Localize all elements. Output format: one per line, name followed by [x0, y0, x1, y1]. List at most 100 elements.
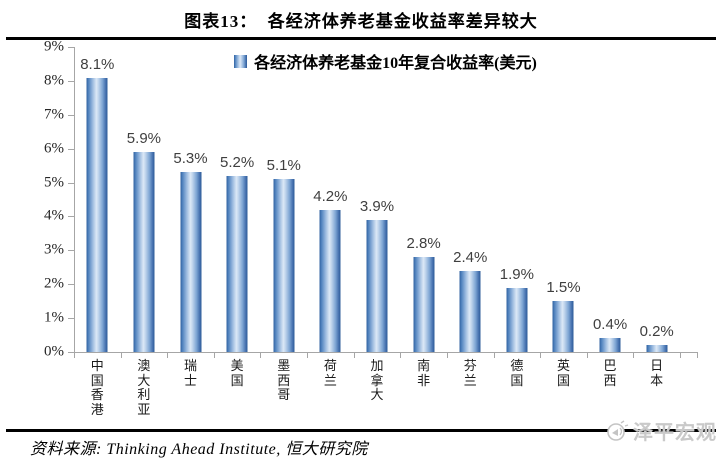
top-divider-line	[6, 37, 716, 40]
bar-slot: 5.9%	[121, 47, 168, 352]
x-axis-label-char: 兰	[463, 372, 477, 388]
x-axis-tick	[353, 353, 355, 358]
x-axis-label-char: 港	[90, 401, 104, 417]
x-axis-label-char: 大	[370, 387, 384, 403]
x-axis-tick	[167, 353, 169, 358]
legend-marker-icon	[234, 54, 248, 68]
x-axis-label-char: 西	[277, 372, 291, 388]
x-axis-label-char: 巴	[603, 358, 617, 373]
y-axis-tick-label: 4%	[44, 207, 64, 224]
bar-value-label: 1.9%	[499, 265, 534, 283]
bar-value-label: 0.4%	[592, 316, 628, 334]
y-axis-tick-label: 2%	[44, 275, 64, 292]
x-axis-label-char: 本	[650, 372, 664, 388]
bar-slot: 0.4%	[587, 47, 634, 352]
x-axis-tick	[307, 353, 309, 358]
bar-slot: 5.2%	[214, 47, 261, 352]
x-axis-label-char: 亚	[137, 401, 151, 417]
x-axis-label-char: 拿	[370, 372, 384, 388]
bar-value-label: 1.5%	[546, 279, 581, 297]
bar-value-label: 3.9%	[359, 197, 395, 215]
x-axis-tick	[540, 353, 542, 358]
bar-value-label: 8.1%	[80, 55, 115, 73]
x-axis-label-char: 国	[230, 372, 244, 388]
x-axis-tick	[260, 353, 262, 358]
bottom-divider-line	[6, 429, 716, 432]
watermark-label: 泽平宏观	[633, 422, 717, 444]
bar-series: 8.1% 5.9% 5.3% 5.2% 5.1% 4.2% 3.9% 2.8% 2.4% 1.9%…	[74, 47, 680, 352]
x-axis-label: 日本	[650, 358, 664, 388]
source-note: 资料来源: Thinking Ahead Institute, 恒大研究院	[30, 441, 368, 458]
bar-slot: 1.9%	[494, 47, 541, 352]
bar-value-label: 5.1%	[266, 157, 301, 175]
bar-slot: 3.9%	[354, 47, 401, 352]
x-axis-label-char: 美	[230, 358, 244, 373]
bar-slot: 2.4%	[447, 47, 494, 352]
x-axis-label: 英国	[556, 358, 570, 388]
bar-slot: 1.5%	[540, 47, 587, 352]
bar	[506, 287, 528, 352]
x-axis-tick	[633, 353, 635, 358]
bar-value-label: 4.2%	[313, 187, 348, 205]
x-axis-tick	[446, 353, 448, 358]
plot-area	[74, 47, 698, 353]
x-axis-tick	[74, 353, 75, 358]
bar-value-label: 5.3%	[173, 150, 208, 168]
bar-value-label: 0.2%	[639, 323, 674, 341]
bar-slot: 8.1%	[74, 47, 121, 352]
y-axis-tick-label: 0%	[44, 343, 64, 360]
y-axis-tick-label: 3%	[44, 241, 64, 258]
x-axis-label-char: 利	[137, 387, 151, 403]
y-axis-tick-label: 5%	[44, 174, 64, 191]
bar	[413, 257, 435, 352]
x-axis-label-char: 芬	[463, 358, 477, 373]
y-axis-tick-label: 7%	[44, 106, 64, 123]
x-axis-label-char: 荷	[323, 358, 337, 373]
x-axis-label-char: 哥	[277, 387, 291, 403]
y-axis-tick	[68, 114, 74, 116]
bar	[180, 172, 202, 352]
x-axis-label-char: 香	[90, 387, 104, 403]
y-axis-tick	[68, 47, 74, 48]
x-axis-label-char: 德	[510, 358, 524, 373]
bar-value-label: 5.9%	[126, 130, 162, 148]
y-axis-tick	[68, 318, 74, 320]
bar	[319, 209, 341, 352]
y-axis-tick	[68, 80, 74, 82]
x-axis-label: 墨西哥	[277, 358, 291, 403]
bar	[552, 301, 574, 352]
x-axis-tick	[400, 353, 402, 358]
x-axis-tick	[586, 353, 588, 358]
legend-label: 各经济体养老基金10年复合收益率(美元)	[254, 55, 537, 72]
bar-slot: 4.2%	[307, 47, 354, 352]
x-axis-label: 荷兰	[323, 358, 337, 388]
bar	[86, 77, 108, 352]
bar-slot: 0.2%	[633, 47, 680, 352]
x-axis-label-char: 英	[556, 358, 570, 373]
x-axis-label-char: 日	[650, 358, 664, 373]
x-axis-label-char: 加	[370, 358, 384, 373]
x-axis-label: 巴西	[603, 358, 617, 388]
x-axis-label: 瑞士	[184, 358, 198, 388]
bar	[133, 152, 155, 352]
x-axis-label: 澳大利亚	[137, 358, 151, 417]
x-axis-label-char: 大	[137, 372, 151, 388]
bar-value-label: 2.4%	[453, 248, 488, 266]
x-axis-label-char: 瑞	[184, 358, 198, 373]
x-axis-label-char: 国	[90, 372, 104, 388]
y-axis-tick	[68, 284, 74, 286]
x-axis-label-char: 非	[417, 372, 431, 388]
x-axis-label: 中国香港	[90, 358, 104, 417]
bar	[366, 219, 388, 352]
x-axis-label-char: 墨	[277, 358, 291, 373]
x-axis-tick	[697, 353, 698, 358]
bar	[646, 345, 668, 352]
x-axis-tick	[213, 353, 215, 358]
bar-slot: 5.3%	[167, 47, 214, 352]
y-axis-tick-label: 9%	[44, 38, 64, 55]
x-axis-label: 芬兰	[463, 358, 477, 388]
megaphone-icon	[607, 419, 629, 441]
x-axis-tick	[680, 353, 681, 358]
watermark: 泽平宏观	[605, 416, 717, 445]
bar-value-label: 5.2%	[220, 153, 255, 171]
